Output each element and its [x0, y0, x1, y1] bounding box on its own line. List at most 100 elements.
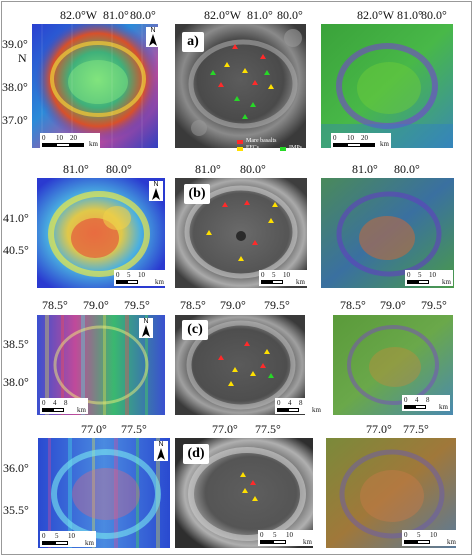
scale-num: 4 — [288, 399, 292, 407]
scale-num: 0 — [261, 271, 265, 279]
north-label: N — [150, 27, 156, 34]
lon-tick: 82.0°W — [357, 8, 395, 22]
legend-item-ffcs: FFCs IMPs — [237, 145, 302, 152]
scale-num: 0 — [404, 396, 408, 404]
north-label: N — [153, 181, 159, 188]
lon-tick: 81.0° — [103, 8, 129, 22]
scale-num: 20 — [361, 134, 368, 142]
north-arrow-c-left: N — [139, 318, 153, 338]
legend: Mare basalts FFCs IMPs — [237, 138, 302, 152]
scale-bar-d-left: 0 5 10 km — [40, 531, 96, 547]
lon-tick: 80.0° — [106, 162, 132, 176]
legend-label: IMPs — [289, 145, 303, 151]
lon-tick: 80.0° — [394, 162, 420, 176]
scale-num: 5 — [417, 531, 421, 539]
scale-bar-b-mid: 0 5 10 km — [259, 270, 307, 286]
lon-tick: 80.0° — [277, 8, 303, 22]
scale-num: 0 — [42, 399, 46, 407]
lat-tick: 38.0° — [3, 375, 29, 389]
north-arrow-a-left: N — [146, 27, 160, 47]
lat-tick: 36.0° — [3, 461, 29, 475]
lon-tick: 77.0° — [81, 422, 107, 436]
panel-label-c: (c) — [182, 320, 208, 340]
lon-tick: 80.0° — [240, 162, 266, 176]
scale-num: 0 — [42, 532, 46, 540]
scale-unit: km — [89, 140, 98, 148]
panel-d-right-color-composite — [326, 438, 456, 548]
scale-num: 0 — [407, 271, 411, 279]
lon-tick: 79.0° — [220, 298, 246, 312]
scale-bar-d-right: 0 5 10 km — [402, 530, 458, 546]
scale-unit: km — [85, 539, 94, 547]
scale-num: 10 — [429, 271, 436, 279]
panel-d-left-color-composite — [38, 438, 170, 548]
scale-num: 0 — [333, 134, 337, 142]
lon-tick: 81.0° — [352, 162, 378, 176]
scale-num: 10 — [283, 271, 290, 279]
legend-label: Mare basalts — [246, 138, 277, 144]
scale-unit: km — [77, 406, 86, 414]
scale-num: 5 — [273, 531, 277, 539]
north-label: N — [143, 318, 149, 325]
lon-tick: 82.0°W — [204, 8, 242, 22]
lat-tick: 37.0° — [2, 113, 28, 127]
lat-tick: N — [18, 51, 27, 65]
lat-tick: 38.0° — [2, 80, 28, 94]
scale-num: 0 — [277, 399, 281, 407]
lon-tick: 79.5° — [421, 298, 447, 312]
lon-tick: 77.5° — [255, 422, 281, 436]
panel-c-right-color-composite — [333, 315, 453, 415]
scale-bar-b-left: 0 5 10 km — [114, 270, 166, 286]
lon-tick: 77.5° — [121, 422, 147, 436]
lon-tick: 81.0° — [247, 8, 273, 22]
scale-num: 20 — [70, 134, 77, 142]
lon-tick: 81.0° — [195, 162, 221, 176]
scale-bar-d-mid: 0 5 10 km — [258, 530, 314, 546]
north-label: N — [158, 441, 164, 448]
north-arrow-d-left: N — [154, 441, 168, 461]
lon-tick: 81.0° — [63, 162, 89, 176]
lon-tick: 79.0° — [380, 298, 406, 312]
legend-label: FFCs — [246, 145, 260, 151]
scale-unit: km — [442, 278, 451, 286]
scale-num: 10 — [347, 134, 354, 142]
scale-num: 5 — [55, 532, 59, 540]
scale-num: 8 — [64, 399, 68, 407]
scale-unit: km — [439, 403, 448, 411]
lon-tick: 78.5° — [340, 298, 366, 312]
scale-num: 10 — [138, 271, 145, 279]
lon-tick: 81.0° — [397, 8, 423, 22]
panel-label-a: a) — [182, 32, 204, 52]
lon-tick: 80.0° — [421, 8, 447, 22]
scale-num: 8 — [299, 399, 303, 407]
scale-bar-a-left: 0 10 20 km — [40, 133, 100, 148]
scale-num: 5 — [418, 271, 422, 279]
lon-tick: 78.5° — [42, 298, 68, 312]
scale-num: 0 — [404, 531, 408, 539]
panel-a-right-color-composite — [321, 24, 453, 148]
scale-unit: km — [447, 538, 456, 546]
scale-unit: km — [155, 278, 164, 286]
lon-tick: 77.0° — [366, 422, 392, 436]
scale-bar-a-right: 0 10 20 km — [331, 133, 391, 148]
lon-tick: 82.0°W — [60, 8, 98, 22]
lat-tick: 35.5° — [3, 503, 29, 517]
lon-tick: 79.5° — [264, 298, 290, 312]
lat-tick: 38.5° — [3, 337, 29, 351]
scale-unit: km — [380, 140, 389, 148]
scale-num: 10 — [68, 532, 75, 540]
scale-num: 4 — [53, 399, 57, 407]
lon-tick: 79.0° — [83, 298, 109, 312]
scale-num: 0 — [260, 531, 264, 539]
scale-num: 8 — [426, 396, 430, 404]
scale-unit: km — [312, 406, 321, 414]
lon-tick: 77.0° — [212, 422, 238, 436]
scale-unit: km — [296, 278, 305, 286]
panel-b-right-color-composite — [321, 178, 454, 288]
panel-label-b: (b) — [184, 184, 210, 204]
lon-tick: 77.5° — [403, 422, 429, 436]
